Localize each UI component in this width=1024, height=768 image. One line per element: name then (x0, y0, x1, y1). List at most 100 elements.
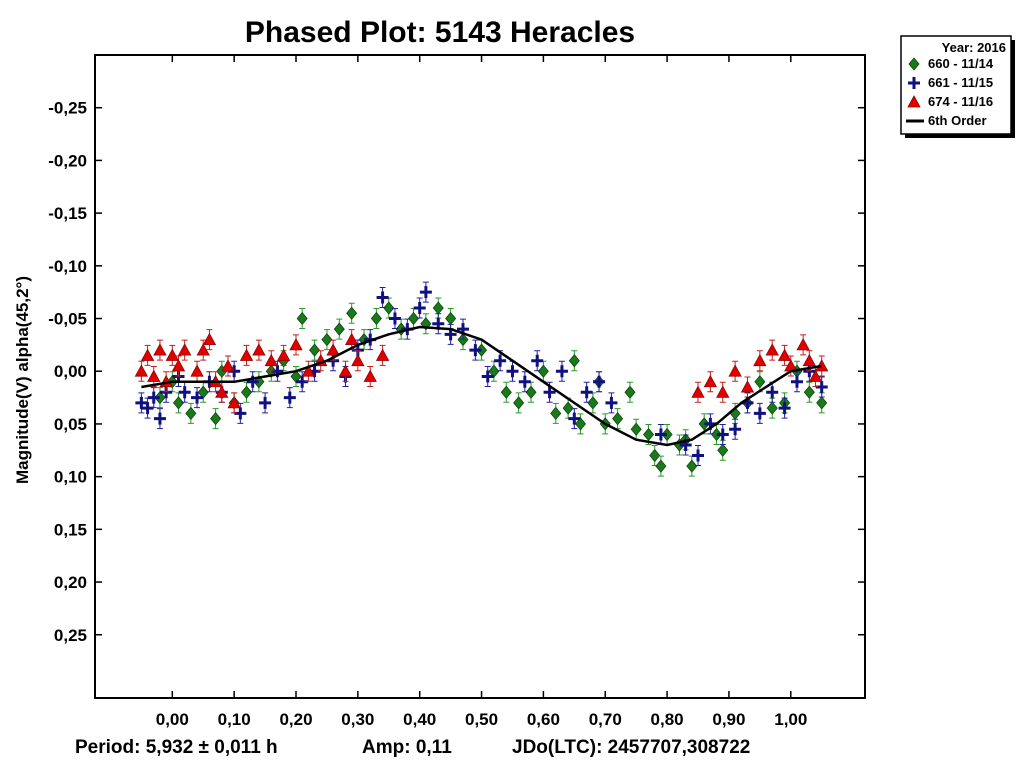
legend-label: 660 - 11/14 (928, 56, 994, 71)
data-point (165, 348, 179, 361)
data-point (241, 385, 253, 399)
data-point (555, 365, 568, 378)
chart-title: Phased Plot: 5143 Heracles (245, 16, 635, 49)
data-point (290, 369, 302, 384)
data-point (476, 343, 488, 357)
data-point (815, 381, 828, 394)
series-1 (154, 297, 828, 477)
data-point (580, 386, 593, 399)
plot-frame (94, 54, 866, 699)
data-point (210, 412, 222, 426)
data-point (301, 364, 316, 377)
data-point (728, 364, 742, 377)
data-point (338, 364, 353, 377)
legend-label: 674 - 11/16 (928, 94, 993, 109)
fit-line (141, 325, 822, 447)
legend-swatch (907, 95, 921, 108)
data-point (147, 391, 160, 404)
series-2 (135, 281, 828, 467)
data-point (333, 322, 345, 336)
data-point (525, 385, 537, 399)
data-point (716, 385, 730, 398)
data-point (383, 301, 395, 315)
data-point (778, 402, 791, 415)
data-point (363, 369, 377, 382)
data-point (344, 332, 359, 346)
data-point (375, 348, 390, 361)
y-tick-label: 0,00 (54, 362, 87, 381)
data-point (691, 385, 705, 398)
data-point (388, 312, 401, 325)
data-point (153, 343, 167, 356)
data-point (321, 332, 333, 347)
data-point (296, 375, 309, 388)
data-point (729, 423, 742, 436)
legend-label: 661 - 11/15 (928, 75, 993, 90)
y-axis: -0,25 -0,20 -0,15 -0,10 -0,05 0,00 0,05 0,10 0,1… (48, 99, 865, 645)
data-point (488, 364, 500, 378)
x-tick-label: 0,30 (341, 710, 374, 729)
data-point (276, 348, 291, 361)
y-tick-label: 0,05 (54, 415, 87, 434)
data-point (419, 286, 432, 299)
x-tick-label: 0,20 (279, 710, 312, 729)
data-point (376, 291, 389, 304)
legend-swatch (908, 77, 920, 89)
data-point (202, 332, 217, 346)
data-point (141, 402, 154, 415)
data-point (370, 311, 382, 326)
data-point (283, 391, 296, 404)
data-point (655, 459, 667, 473)
x-tick-label: 1,00 (774, 710, 807, 729)
data-point (643, 427, 655, 442)
y-tick-label: 0,15 (54, 520, 87, 539)
data-point (692, 449, 705, 462)
data-point (716, 428, 729, 441)
x-tick-label: 0,10 (218, 710, 251, 729)
data-point (432, 301, 444, 315)
legend-entry: 660 - 11/14 (908, 56, 994, 71)
legend-box (900, 35, 1012, 135)
data-point (753, 353, 767, 367)
footer-jdo: JDo(LTC): 2457707,308722 (512, 737, 750, 758)
data-point (309, 343, 321, 357)
data-point (134, 364, 149, 377)
series-layer (134, 281, 829, 477)
data-point (802, 353, 817, 367)
series-4 (141, 325, 822, 447)
data-point (413, 301, 426, 314)
data-point (562, 401, 574, 415)
data-point (605, 396, 618, 409)
data-point (153, 412, 166, 425)
data-point (178, 343, 192, 356)
x-axis: 0,00 0,10 0,20 0,30 0,40 0,50 0,60 0,70 0,80 0,90… (156, 55, 807, 729)
data-point (753, 407, 766, 420)
data-point (172, 396, 185, 410)
data-point (630, 422, 642, 436)
x-tick-label: 0,80 (651, 710, 684, 729)
data-point (196, 343, 210, 356)
data-point (494, 354, 507, 367)
data-point (191, 391, 204, 404)
legend: Year: 2016 660 - 11/14 661 - 11/15 674 - 1… (900, 35, 1015, 138)
data-point (469, 344, 482, 357)
y-axis-label: Magnitude(V) alpha(45,2°) (13, 276, 32, 484)
data-point (531, 354, 544, 367)
y-tick-label: -0,10 (48, 257, 87, 276)
legend-entry: 661 - 11/15 (908, 75, 993, 90)
data-point (346, 306, 358, 320)
data-point (227, 396, 241, 409)
data-point (816, 396, 828, 410)
data-point (481, 370, 494, 383)
data-point (197, 385, 209, 399)
data-point (296, 311, 308, 326)
series-3 (134, 329, 829, 414)
data-point (550, 406, 562, 421)
data-point (351, 353, 365, 367)
y-tick-label: -0,25 (48, 99, 87, 118)
x-tick-label: 0,70 (589, 710, 622, 729)
y-tick-label: 0,10 (54, 468, 87, 487)
data-point (239, 348, 254, 361)
data-point (568, 354, 580, 368)
